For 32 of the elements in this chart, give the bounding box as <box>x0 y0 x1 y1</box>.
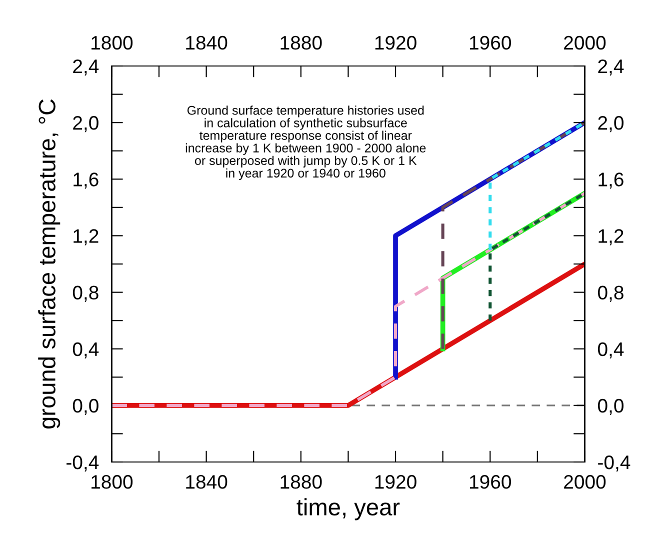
y-tick-label: 1,6 <box>74 172 98 189</box>
y2-tick-label: 2,4 <box>598 59 624 76</box>
x-tick-label: 1920 <box>375 475 416 489</box>
x-tick-label: 2000 <box>564 475 606 489</box>
x2-tick-label: 1800 <box>92 36 133 50</box>
x-tick-label: 1800 <box>92 475 133 489</box>
y-tick-label: 0,8 <box>72 286 98 302</box>
x2-tick-label: 1840 <box>186 36 228 50</box>
y2-tick-label: 0,0 <box>598 398 624 415</box>
x2-tick-label: 1880 <box>280 36 322 50</box>
line-series <box>112 192 585 407</box>
x-tick-label: 1840 <box>186 475 228 489</box>
y2-tick-label: 1,2 <box>598 229 624 246</box>
y2-tick-label: 0,4 <box>598 342 624 358</box>
y-axis-title: ground surface temperature, °C <box>38 99 60 428</box>
x2-tick-label: 1960 <box>470 36 511 50</box>
x2-tick-label: 2000 <box>564 36 606 50</box>
y2-tick-label: -0,4 <box>598 455 630 472</box>
y-tick-label: 2,4 <box>73 59 99 76</box>
y2-tick-label: 1,6 <box>598 172 624 189</box>
y-tick-label: 0,0 <box>72 398 98 415</box>
x-axis-title: time, year <box>296 498 400 520</box>
annotation: Ground surface temperature histories used in calculation of synthetic subsurface temperature response consist of linear increase by 1 K between 1900 - 2000 alone or superposed with jump by 0.5 K or 1 K in year 1920 or 1940 or 1960 <box>186 106 426 180</box>
x-tick-label: 1880 <box>280 475 322 489</box>
y2-tick-label: 2,0 <box>598 116 624 132</box>
y-tick-label: 1,2 <box>74 229 98 246</box>
y-tick-label: 0,4 <box>72 342 99 358</box>
y-tick-label: -0,4 <box>66 455 99 472</box>
x2-tick-label: 1920 <box>375 36 416 50</box>
y2-tick-label: 0,8 <box>598 286 624 302</box>
x-tick-label: 1960 <box>470 475 511 489</box>
y-tick-label: 2,0 <box>73 116 98 132</box>
